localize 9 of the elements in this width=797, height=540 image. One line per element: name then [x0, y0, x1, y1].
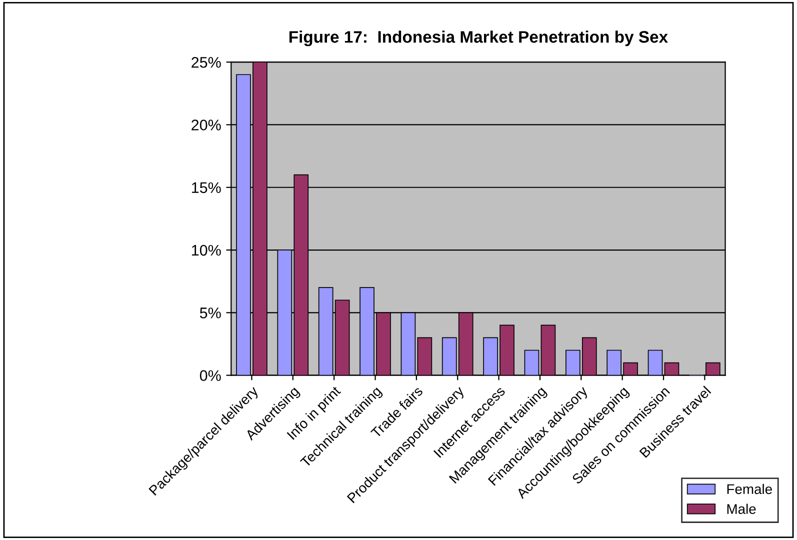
y-tick-label: 0%	[200, 370, 221, 381]
legend-label: Female	[727, 484, 772, 494]
y-tick-label: 5%	[200, 308, 221, 318]
y-tick-label: 25%	[192, 56, 221, 68]
chart-title: Figure 17: Indonesia Market Penetration by Sex	[289, 30, 668, 46]
y-tick-label: 10%	[192, 244, 221, 256]
legend-label: Male	[727, 504, 756, 514]
y-tick-label: 20%	[192, 120, 221, 130]
y-tick-label: 15%	[192, 182, 221, 194]
